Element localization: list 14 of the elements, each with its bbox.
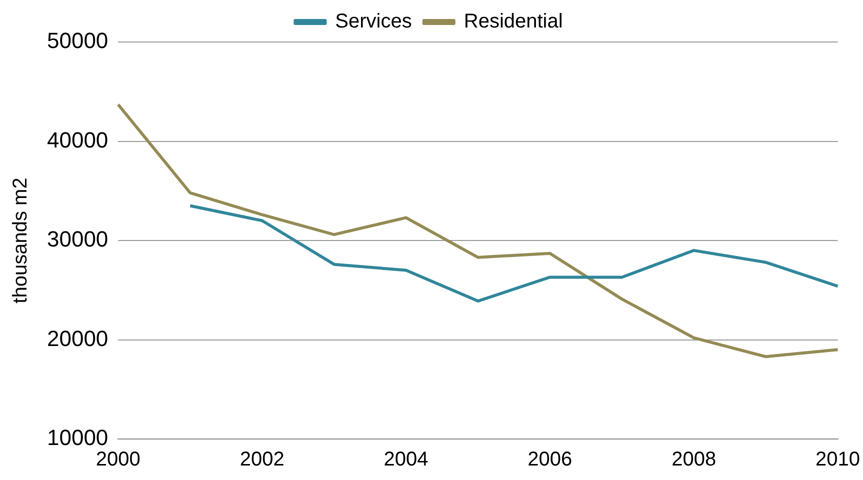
y-axis-title: thousands m2 (10, 178, 32, 304)
x-tick-label: 2010 (816, 448, 860, 471)
legend-label: Services (335, 10, 412, 33)
legend-label: Residential (464, 10, 563, 33)
y-tick-label: 20000 (46, 326, 108, 351)
y-tick-label: 50000 (46, 28, 108, 54)
y-tick-label: 40000 (46, 127, 108, 152)
x-tick-label: 2008 (672, 448, 716, 471)
x-tick-label: 2000 (96, 448, 140, 471)
x-tick-label: 2006 (528, 448, 572, 471)
x-tick-label: 2004 (384, 448, 428, 471)
y-tick-label: 30000 (46, 226, 108, 252)
x-tick-label: 2002 (240, 448, 284, 471)
y-tick-label: 10000 (46, 425, 108, 450)
